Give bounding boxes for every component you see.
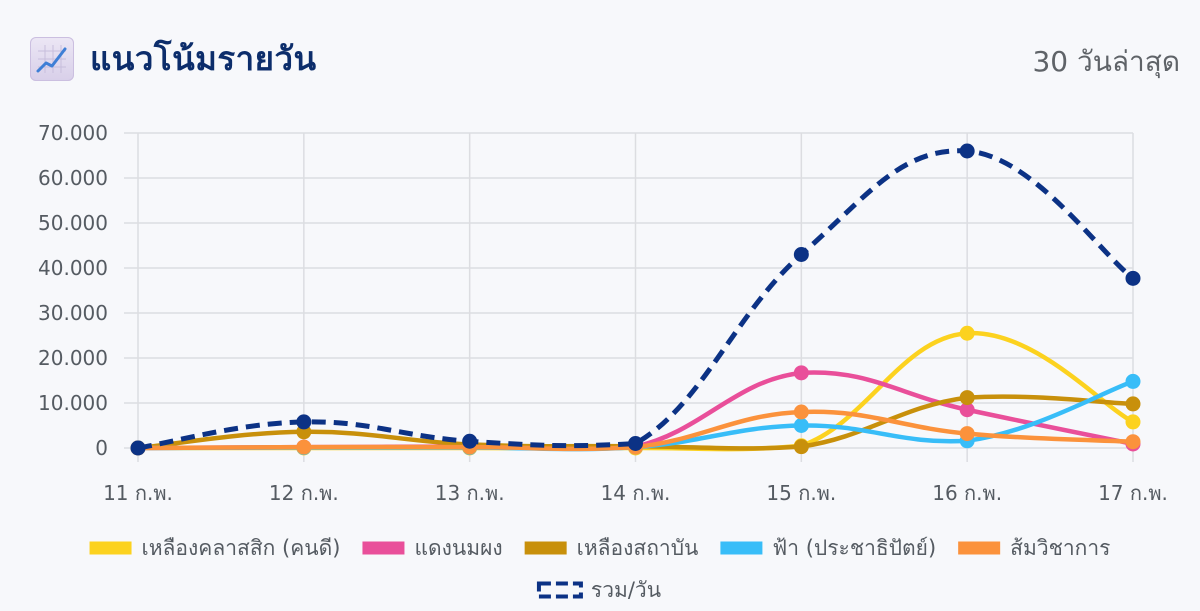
chart-title: แนวโน้มรายวัน xyxy=(90,39,317,78)
legend-item[interactable]: เหลืองสถาบัน xyxy=(524,536,699,560)
data-point[interactable] xyxy=(959,390,975,406)
legend-label: เหลืองสถาบัน xyxy=(577,536,699,560)
legend-swatch xyxy=(89,541,132,555)
x-tick-label: 17 ก.พ. xyxy=(1098,481,1168,505)
data-point[interactable] xyxy=(1125,373,1141,389)
data-point[interactable] xyxy=(959,402,975,418)
data-point[interactable] xyxy=(1125,270,1141,286)
y-tick-label: 10.000 xyxy=(38,391,108,415)
legend-item[interactable]: รวม/วัน xyxy=(536,578,661,602)
series-5 xyxy=(130,143,1141,456)
y-tick-label: 30.000 xyxy=(38,301,108,325)
data-point[interactable] xyxy=(1125,396,1141,412)
data-point[interactable] xyxy=(462,433,478,449)
y-tick-label: 0 xyxy=(95,436,108,460)
legend-label: ฟ้า (ประชาธิปัตย์) xyxy=(772,536,936,560)
legend-label: รวม/วัน xyxy=(591,578,661,602)
data-point[interactable] xyxy=(1125,414,1141,430)
legend-swatch xyxy=(720,541,763,555)
data-point[interactable] xyxy=(628,436,643,451)
data-point[interactable] xyxy=(1125,434,1141,450)
data-point[interactable] xyxy=(296,414,312,430)
range-label: 30 วันล่าสุด xyxy=(1032,45,1180,78)
x-tick-label: 15 ก.พ. xyxy=(766,481,836,505)
y-tick-label: 70.000 xyxy=(38,121,108,145)
data-point[interactable] xyxy=(959,426,975,442)
legend-swatch xyxy=(958,541,1001,555)
legend-item[interactable]: ส้มวิชาการ xyxy=(958,536,1110,560)
y-tick-label: 40.000 xyxy=(38,256,108,280)
data-point[interactable] xyxy=(959,143,975,159)
legend-item[interactable]: ฟ้า (ประชาธิปัตย์) xyxy=(720,536,936,560)
chart-increasing-icon xyxy=(30,36,74,81)
chart-series xyxy=(130,143,1141,456)
x-tick-label: 13 ก.พ. xyxy=(435,481,505,505)
y-tick-label: 60.000 xyxy=(38,166,108,190)
y-tick-label: 50.000 xyxy=(38,211,108,235)
data-point[interactable] xyxy=(793,439,809,455)
data-point[interactable] xyxy=(793,418,809,433)
legend-swatch xyxy=(524,541,567,555)
data-point[interactable] xyxy=(793,365,809,381)
legend-label: เหลืองคลาสสิก (คนดี) xyxy=(142,536,341,560)
legend-item[interactable]: เหลืองคลาสสิก (คนดี) xyxy=(89,536,341,560)
legend-swatch xyxy=(536,581,583,599)
chart-header: แนวโน้มรายวัน 30 วันล่าสุด xyxy=(30,32,1180,88)
data-point[interactable] xyxy=(793,247,809,262)
chart-legend: เหลืองคลาสสิก (คนดี) แดงนมผง เหลืองสถาบัน ฟ… xyxy=(89,536,1110,602)
legend-swatch xyxy=(362,541,405,555)
legend-label: ส้มวิชาการ xyxy=(1010,536,1110,560)
x-tick-label: 12 ก.พ. xyxy=(269,481,339,505)
data-point[interactable] xyxy=(296,439,312,455)
x-tick-label: 16 ก.พ. xyxy=(932,481,1002,505)
data-point[interactable] xyxy=(959,325,975,341)
legend-label: แดงนมผง xyxy=(414,536,502,560)
data-point[interactable] xyxy=(793,404,809,420)
x-tick-label: 11 ก.พ. xyxy=(103,481,173,505)
title-group: แนวโน้มรายวัน xyxy=(30,32,317,85)
x-tick-label: 14 ก.พ. xyxy=(601,481,671,505)
chart-axes: 0 10.000 20.000 30.000 40.000 50.000 60.000 70.… xyxy=(38,121,1168,505)
legend-item[interactable]: แดงนมผง xyxy=(362,536,503,560)
y-tick-label: 20.000 xyxy=(38,346,108,370)
data-point[interactable] xyxy=(130,440,146,456)
